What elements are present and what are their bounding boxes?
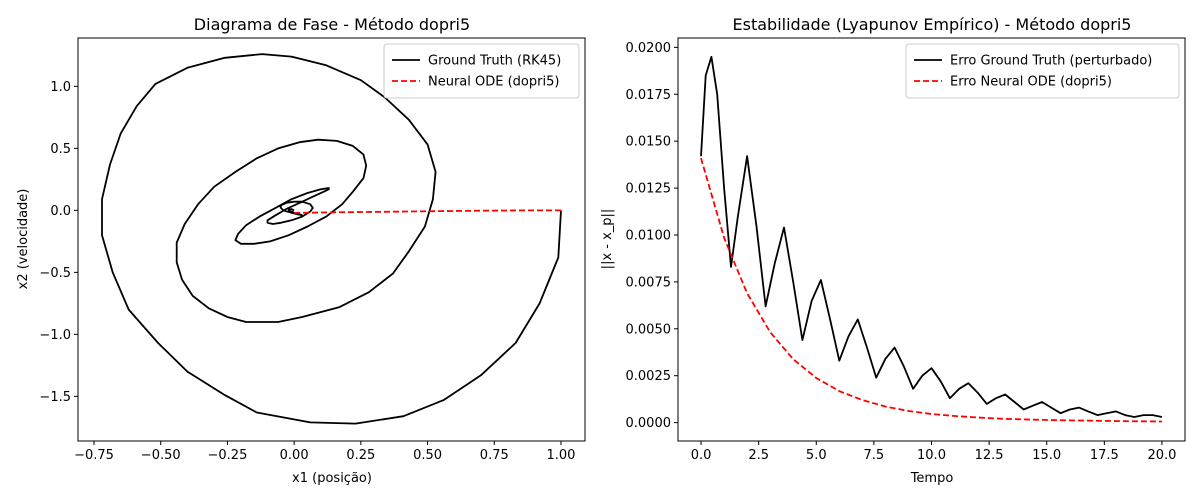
stability-ytick-label: 0.0175: [626, 88, 672, 103]
phase-axes-frame: [77, 37, 586, 442]
phase-legend-label-0: Ground Truth (RK45): [428, 54, 561, 69]
phase-ytick-label: −0.5: [39, 266, 71, 281]
phase-ytick-label: −1.5: [39, 390, 71, 405]
stability-ytick-label: 0.0200: [626, 41, 672, 56]
stability-xlabel: Tempo: [910, 471, 954, 486]
stability-panel: Estabilidade (Lyapunov Empírico) - Métod…: [600, 15, 1186, 486]
phase-ytick-label: 0.0: [50, 204, 71, 219]
stability-ytick-label: 0.0150: [626, 135, 672, 150]
phase-xtick-label: −0.50: [141, 448, 181, 463]
phase-xtick-label: −0.75: [74, 448, 114, 463]
phase-diagram-panel: Diagrama de Fase - Método dopri5 x1 (pos…: [16, 15, 586, 486]
phase-ytick-label: −1.0: [39, 328, 71, 343]
phase-xtick-label: 0.00: [280, 448, 309, 463]
stability-ytick-label: 0.0075: [626, 275, 672, 290]
phase-ytick-label: 1.0: [50, 80, 71, 95]
stability-ytick-label: 0.0000: [626, 416, 672, 431]
stability-series-line-0: [700, 55, 1163, 418]
stability-series-line-1: [700, 157, 1163, 423]
phase-legend: Ground Truth (RK45) Neural ODE (dopri5): [383, 43, 580, 99]
phase-xtick-label: 0.75: [480, 448, 509, 463]
stability-ytick-label: 0.0050: [626, 322, 672, 337]
phase-series-line-0: [101, 53, 562, 425]
stability-xtick-label: 2.5: [748, 448, 769, 463]
phase-ytick-label: 0.5: [50, 142, 71, 157]
phase-xtick-label: −0.25: [208, 448, 248, 463]
stability-title: Estabilidade (Lyapunov Empírico) - Métod…: [733, 15, 1132, 34]
phase-xtick-label: 1.00: [547, 448, 576, 463]
stability-legend: Erro Ground Truth (perturbado) Erro Neura…: [905, 43, 1180, 99]
stability-ytick-label: 0.0025: [626, 369, 672, 384]
phase-diagram-xlabel: x1 (posição): [292, 471, 372, 486]
stability-ylabel: ||x - x_p||: [600, 209, 615, 270]
phase-xtick-label: 0.25: [346, 448, 375, 463]
phase-diagram-title: Diagrama de Fase - Método dopri5: [194, 15, 470, 34]
stability-ytick-label: 0.0100: [626, 228, 672, 243]
phase-xtick-label: 0.50: [413, 448, 442, 463]
stability-xtick-label: 12.5: [975, 448, 1004, 463]
stability-xtick-label: 20.0: [1147, 448, 1176, 463]
stability-xtick-label: 10.0: [917, 448, 946, 463]
stability-xtick-label: 0.0: [691, 448, 712, 463]
stability-ytick-label: 0.0125: [626, 182, 672, 197]
stability-legend-label-0: Erro Ground Truth (perturbado): [950, 54, 1152, 69]
stability-xtick-label: 5.0: [806, 448, 827, 463]
stability-legend-label-1: Erro Neural ODE (dopri5): [950, 75, 1112, 90]
phase-legend-label-1: Neural ODE (dopri5): [428, 75, 559, 90]
stability-xtick-label: 17.5: [1090, 448, 1119, 463]
stability-xtick-label: 7.5: [864, 448, 885, 463]
stability-xtick-label: 15.0: [1032, 448, 1061, 463]
phase-series-line-1: [294, 209, 561, 214]
phase-legend-box: [383, 43, 580, 99]
stability-legend-box: [905, 43, 1180, 99]
phase-diagram-ylabel: x2 (velocidade): [16, 189, 31, 290]
